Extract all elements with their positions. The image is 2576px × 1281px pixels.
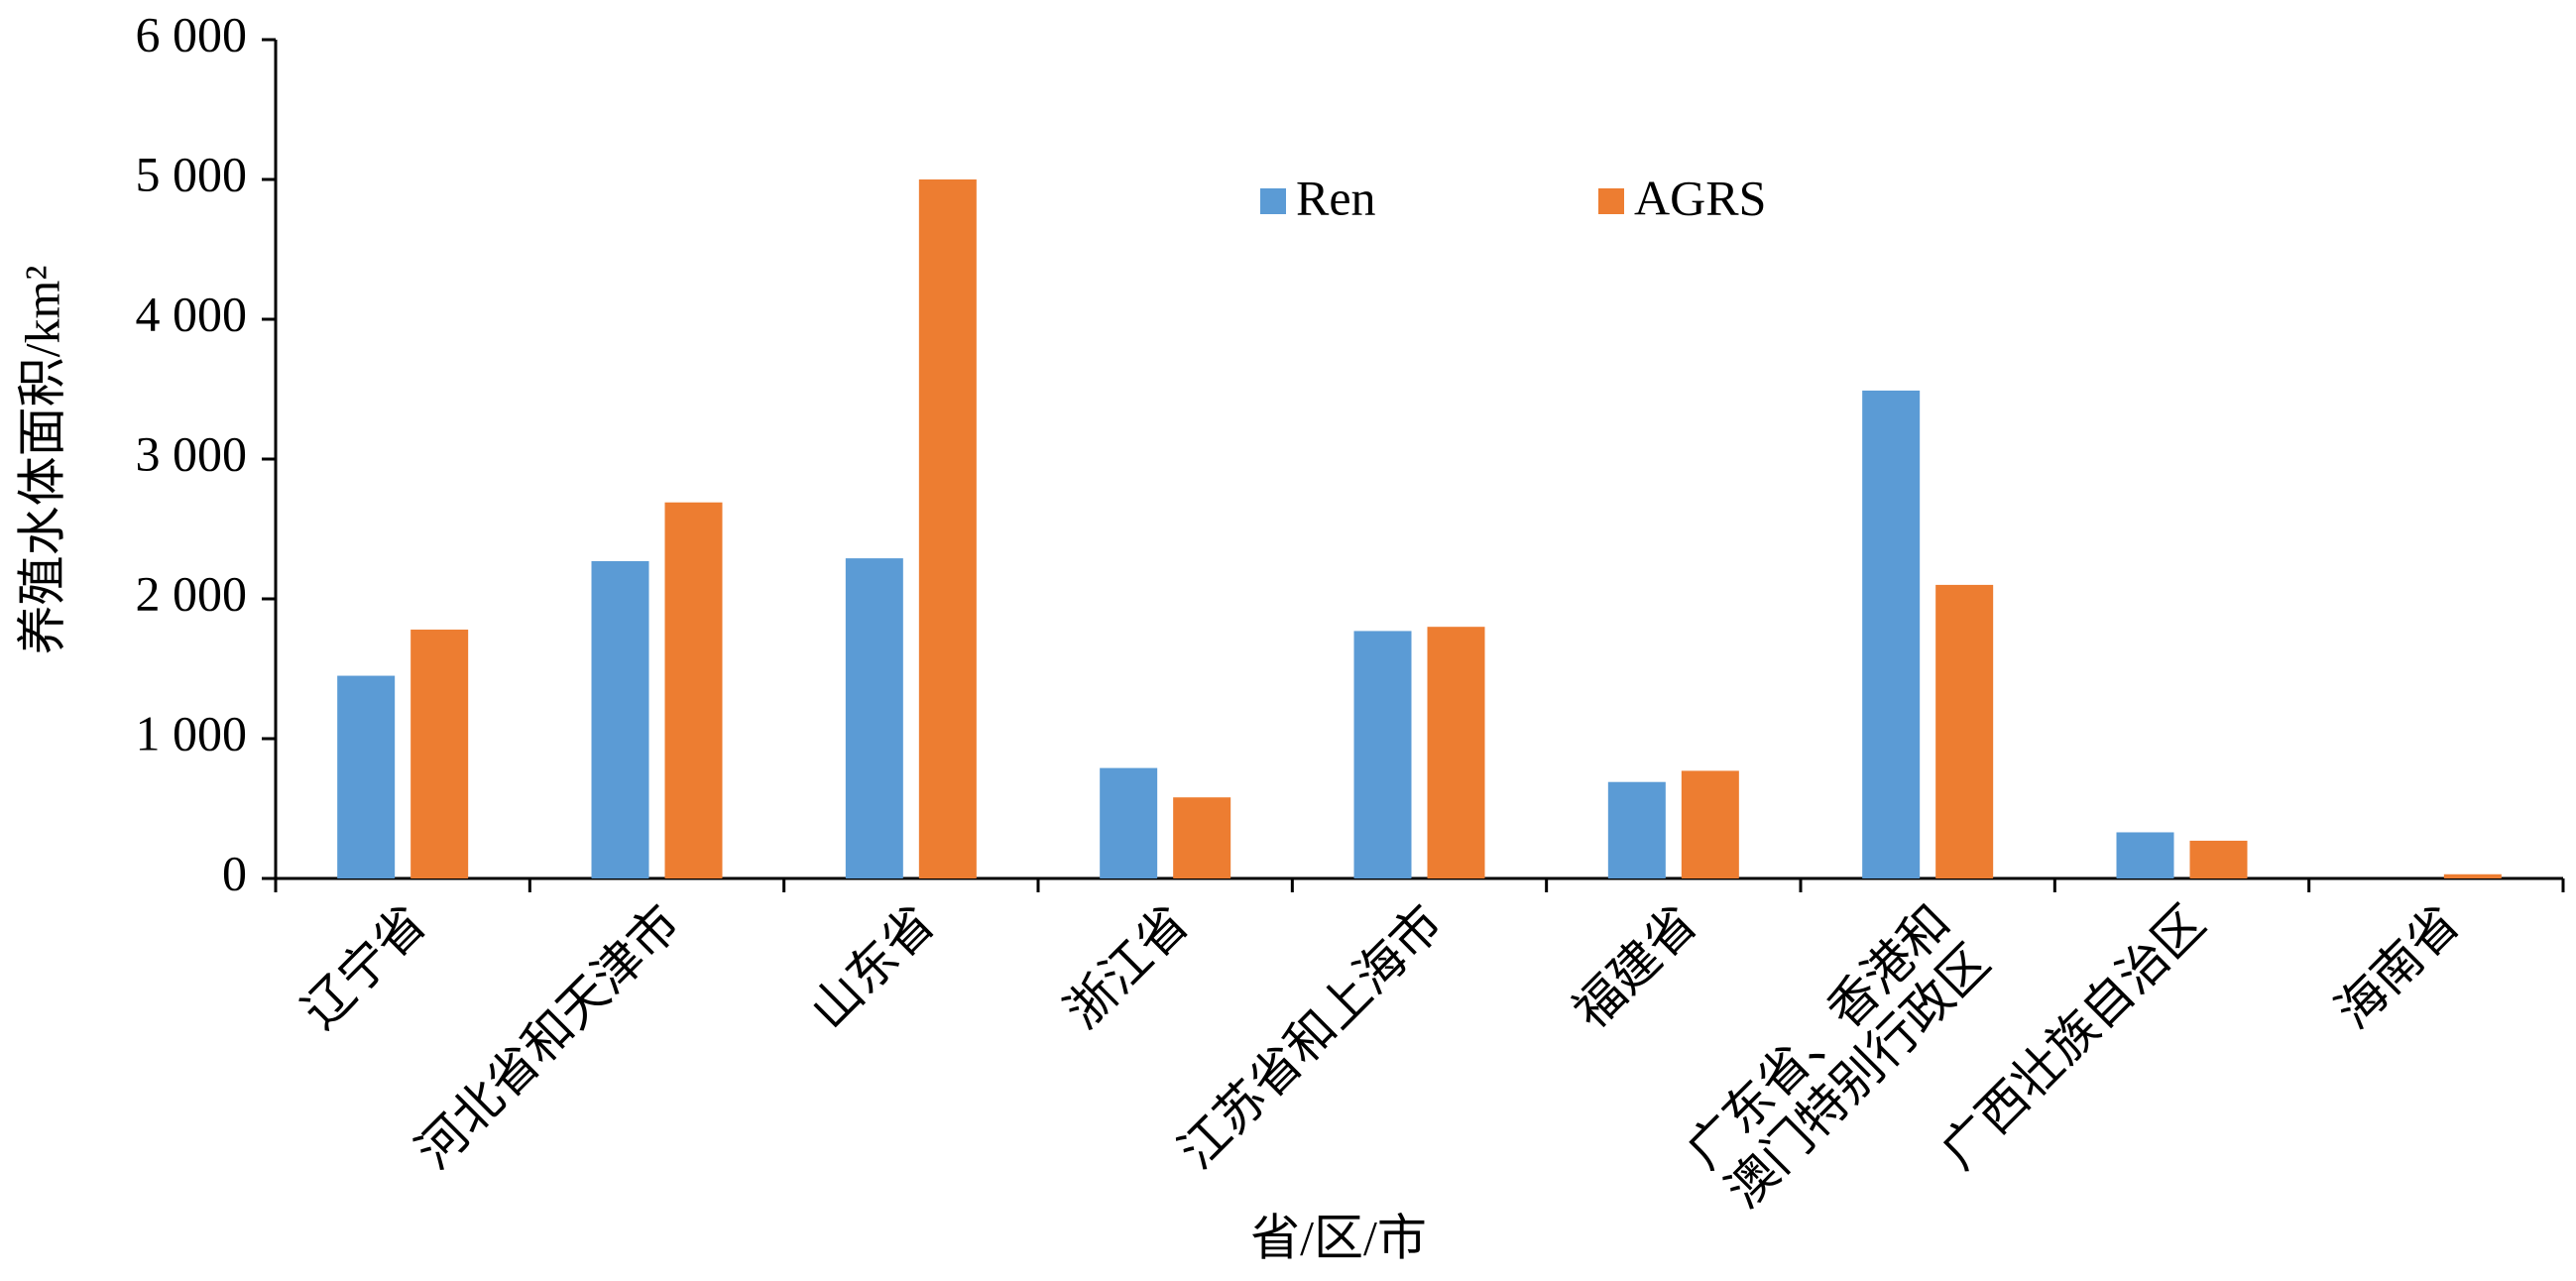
bar (1862, 390, 1921, 878)
bar (1353, 631, 1412, 878)
bar (2189, 840, 2248, 878)
bar (1935, 584, 1994, 878)
bar (410, 630, 469, 878)
bar (591, 560, 649, 878)
y-tick-label: 5 000 (136, 146, 248, 201)
y-tick-label: 0 (222, 845, 247, 900)
bar (2443, 873, 2502, 878)
bar (918, 179, 977, 878)
bar (1427, 627, 1485, 878)
x-tick-label: 福建省 (1563, 894, 1707, 1039)
y-tick-label: 4 000 (136, 286, 248, 341)
x-tick-label: 山东省 (800, 894, 945, 1039)
bar (1607, 781, 1666, 878)
legend-swatch (1260, 188, 1286, 214)
bar (845, 558, 903, 878)
bar (1173, 797, 1231, 878)
x-tick-label: 江苏省和上海市 (1168, 894, 1453, 1179)
legend-label: Ren (1296, 170, 1376, 225)
y-axis-title: 养殖水体面积/km² (14, 266, 69, 655)
legend-swatch (1598, 188, 1624, 214)
bar (1681, 770, 1739, 878)
y-tick-label: 1 000 (136, 705, 248, 760)
y-tick-label: 2 000 (136, 565, 248, 621)
bar (337, 675, 396, 878)
x-tick-label: 海南省 (2325, 894, 2470, 1039)
x-tick-label: 广西壮族自治区 (1931, 894, 2215, 1179)
x-axis-title: 省/区/市 (1250, 1210, 1427, 1265)
x-tick-label: 浙江省 (1054, 894, 1199, 1039)
x-tick-label: 广东省、香港和澳门特别行政区 (1677, 894, 2001, 1219)
bar (664, 502, 723, 878)
x-tick-label: 河北省和天津市 (406, 894, 690, 1179)
y-tick-label: 6 000 (136, 6, 248, 61)
legend-label: AGRS (1634, 170, 1766, 225)
bar (1100, 767, 1158, 878)
bar (2116, 832, 2174, 878)
y-tick-label: 3 000 (136, 425, 248, 481)
x-tick-label: 辽宁省 (292, 894, 436, 1039)
